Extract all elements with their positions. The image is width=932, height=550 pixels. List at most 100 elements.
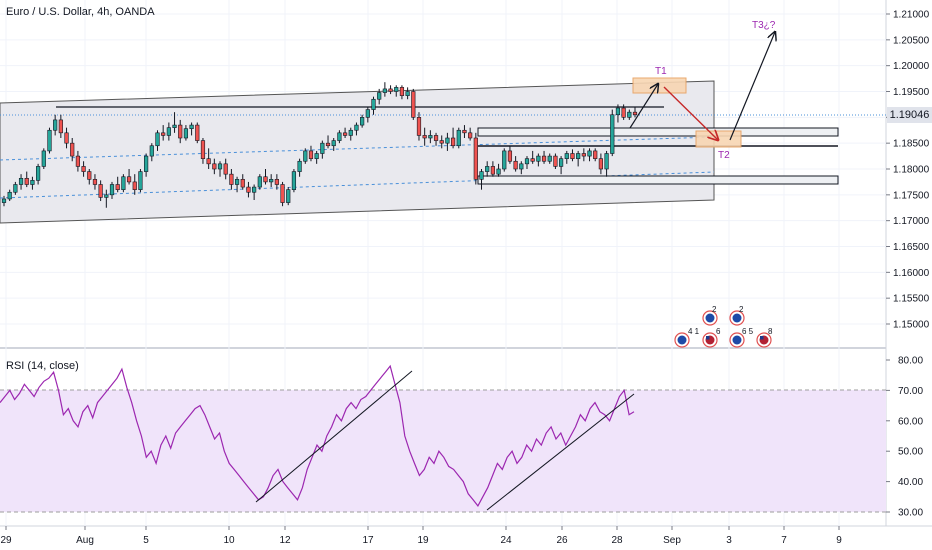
candle-body[interactable] xyxy=(377,92,382,100)
candle-body[interactable] xyxy=(382,88,387,93)
candle-body[interactable] xyxy=(308,150,314,159)
candle-body[interactable] xyxy=(183,128,189,139)
candle-body[interactable] xyxy=(473,137,478,180)
rsi-axis[interactable]: 80.00 70.00 60.00 50.00 40.00 30.00 xyxy=(886,356,923,519)
candle-body[interactable] xyxy=(570,153,575,159)
candle-body[interactable] xyxy=(58,119,63,134)
candle-body[interactable] xyxy=(581,153,586,157)
candle-body[interactable] xyxy=(348,129,353,136)
rsi-trendline-1[interactable] xyxy=(255,370,413,503)
projection-arrow-to-t2[interactable] xyxy=(663,86,718,140)
candle-body[interactable] xyxy=(24,178,29,185)
candle-body[interactable] xyxy=(263,176,268,183)
candle-body[interactable] xyxy=(519,163,524,170)
candle-body[interactable] xyxy=(456,129,461,147)
candle-body[interactable] xyxy=(115,184,120,190)
candle-body[interactable] xyxy=(399,87,405,96)
candle-body[interactable] xyxy=(126,176,132,183)
candle-body[interactable] xyxy=(132,181,137,190)
candle-body[interactable] xyxy=(104,194,109,198)
candle-body[interactable] xyxy=(553,155,558,167)
candle-body[interactable] xyxy=(223,163,228,175)
eu-flag-icon[interactable] xyxy=(674,332,690,348)
candle-body[interactable] xyxy=(615,107,621,116)
candle-body[interactable] xyxy=(41,150,46,167)
candle-body[interactable] xyxy=(576,153,581,159)
candle-body[interactable] xyxy=(502,150,507,170)
candle-body[interactable] xyxy=(604,153,609,170)
candle-body[interactable] xyxy=(627,111,632,118)
time-axis[interactable]: 29 Aug 5 10 12 17 19 24 26 28 Sep 3 7 9 xyxy=(0,526,842,546)
candle-body[interactable] xyxy=(621,107,626,118)
channel-midline-upper[interactable] xyxy=(0,136,715,161)
candle-body[interactable] xyxy=(558,158,564,167)
candle-body[interactable] xyxy=(388,88,393,92)
candle-body[interactable] xyxy=(416,117,422,136)
candle-body[interactable] xyxy=(274,179,279,185)
candle-body[interactable] xyxy=(109,184,115,196)
candle-body[interactable] xyxy=(149,145,154,157)
candle-body[interactable] xyxy=(593,150,598,159)
candle-body[interactable] xyxy=(564,153,569,159)
candle-body[interactable] xyxy=(70,142,75,157)
candle-body[interactable] xyxy=(64,132,69,144)
candle-body[interactable] xyxy=(81,166,86,172)
candle-body[interactable] xyxy=(439,140,444,144)
candle-body[interactable] xyxy=(360,117,365,126)
eu-flag-icon[interactable] xyxy=(702,310,718,326)
candle-body[interactable] xyxy=(354,124,359,131)
candle-body[interactable] xyxy=(257,176,262,188)
candle-body[interactable] xyxy=(286,189,291,203)
candle-body[interactable] xyxy=(280,184,285,203)
candle-body[interactable] xyxy=(496,168,501,175)
candle-body[interactable] xyxy=(428,135,433,139)
candle-body[interactable] xyxy=(485,166,490,172)
candle-body[interactable] xyxy=(547,155,552,162)
candle-body[interactable] xyxy=(161,132,166,136)
candle-body[interactable] xyxy=(269,179,274,183)
candle-body[interactable] xyxy=(155,132,160,147)
candle-body[interactable] xyxy=(240,179,245,188)
projection-arrow-to-t1[interactable] xyxy=(629,84,658,129)
candle-body[interactable] xyxy=(7,191,12,200)
candle-body[interactable] xyxy=(507,150,513,162)
candle-body[interactable] xyxy=(87,171,92,180)
candle-body[interactable] xyxy=(325,142,331,147)
candle-body[interactable] xyxy=(450,137,456,147)
candle-body[interactable] xyxy=(172,124,177,128)
ascending-channel[interactable] xyxy=(0,80,715,224)
rsi-line[interactable] xyxy=(0,364,635,507)
candle-body[interactable] xyxy=(405,91,410,96)
candle-body[interactable] xyxy=(303,150,308,162)
candle-body[interactable] xyxy=(138,171,143,190)
candle-body[interactable] xyxy=(524,158,530,165)
candle-body[interactable] xyxy=(411,91,416,118)
candle-body[interactable] xyxy=(212,163,217,170)
us-flag-icon[interactable] xyxy=(756,332,772,348)
candle-body[interactable] xyxy=(92,179,98,185)
candle-body[interactable] xyxy=(468,132,473,139)
price-axis[interactable]: 1.210001.205001.200001.195001.190001.185… xyxy=(886,10,930,331)
candle-body[interactable] xyxy=(371,98,376,110)
candle-body[interactable] xyxy=(98,184,103,198)
candle-body[interactable] xyxy=(36,166,41,181)
eu-flag-icon[interactable] xyxy=(729,310,745,326)
candle-body[interactable] xyxy=(433,135,439,141)
candle-body[interactable] xyxy=(18,178,24,185)
candle-body[interactable] xyxy=(342,132,348,136)
candle-body[interactable] xyxy=(610,114,615,154)
candle-body[interactable] xyxy=(598,158,603,170)
candle-body[interactable] xyxy=(53,119,58,131)
resistance-zone[interactable] xyxy=(477,127,839,137)
candle-body[interactable] xyxy=(189,124,194,130)
eu-flag-icon[interactable] xyxy=(729,332,745,348)
candle-body[interactable] xyxy=(178,124,183,139)
target-t2-box[interactable] xyxy=(695,130,742,148)
rsi-trendline-2[interactable] xyxy=(486,393,635,511)
candle-body[interactable] xyxy=(166,127,171,136)
candle-body[interactable] xyxy=(513,160,518,170)
candle-body[interactable] xyxy=(200,140,206,159)
candle-body[interactable] xyxy=(530,158,535,162)
candle-body[interactable] xyxy=(541,155,547,162)
candle-body[interactable] xyxy=(246,186,251,193)
